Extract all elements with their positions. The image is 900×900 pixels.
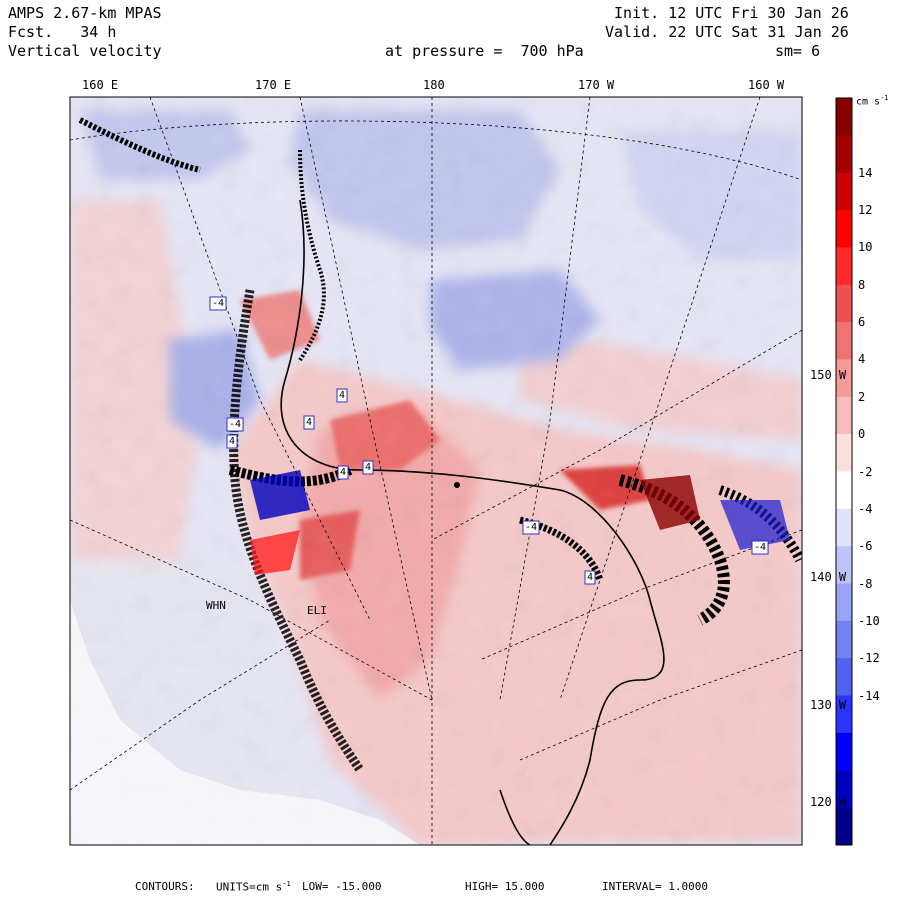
colorbar-swatch xyxy=(836,770,852,809)
lon-label-170w: 170 W xyxy=(578,78,615,92)
contour-label: 4 xyxy=(229,436,236,447)
colorbar-swatch xyxy=(836,322,852,360)
lon-label-160w: 160 W xyxy=(748,78,785,92)
coastline xyxy=(280,199,665,845)
lat-label-140w: 140 W xyxy=(810,570,847,584)
contour-label: 4 xyxy=(587,572,594,583)
contour-label: 4 xyxy=(365,462,372,473)
valid-time: Valid. 22 UTC Sat 31 Jan 26 xyxy=(605,23,849,41)
contour-label-box xyxy=(337,465,349,480)
colorbar-swatch xyxy=(836,471,852,510)
colorbar-swatch xyxy=(836,210,852,248)
colorbar-swatch xyxy=(836,434,852,472)
colorbar-swatch xyxy=(836,546,852,585)
colorbar-level-label: -12 xyxy=(858,651,880,666)
field-texture xyxy=(70,97,802,845)
colorbar-units: cm s-1 xyxy=(856,94,889,108)
colorbar-swatch xyxy=(836,508,852,547)
contour-label: -4 xyxy=(212,298,225,309)
colorbar-level-label: -4 xyxy=(858,501,873,516)
contour-label-box xyxy=(209,296,227,311)
smoothing-value: sm= 6 xyxy=(775,42,821,60)
colorbar-swatch xyxy=(836,284,852,323)
coastline-east xyxy=(499,789,531,845)
colorbar-swatch xyxy=(836,732,852,771)
colorbar-swatch xyxy=(836,247,852,286)
colorbar-swatch xyxy=(836,658,852,697)
field-name: Vertical velocity xyxy=(8,42,162,60)
colorbar-level-label: 2 xyxy=(858,389,866,404)
pressure-level: at pressure = 700 hPa xyxy=(385,42,584,60)
colorbar-level-label: 10 xyxy=(858,240,873,255)
colorbar-level-label: -2 xyxy=(858,464,873,479)
forecast-hour: Fcst. 34 h xyxy=(8,23,117,41)
colorbar-swatch xyxy=(836,98,852,136)
lon-label-180: 180 xyxy=(423,78,445,92)
footer-high: HIGH= 15.000 xyxy=(465,880,545,893)
colorbar-swatch xyxy=(836,135,852,174)
contour-label: -4 xyxy=(754,542,767,553)
graticule xyxy=(70,97,802,845)
colorbar-level-label: 6 xyxy=(858,315,866,330)
contour-label-box xyxy=(226,417,244,432)
lat-label-150w: 150 W xyxy=(810,368,847,382)
contour-label-box xyxy=(362,460,374,475)
footer-units: UNITS=cm s-1 xyxy=(216,880,291,894)
footer-low: LOW= -15.000 xyxy=(302,880,382,893)
contour-label: -4 xyxy=(525,522,538,533)
mountain-wave-pockets xyxy=(250,470,790,575)
contour-label-box xyxy=(226,434,238,449)
contour-label-box xyxy=(584,570,596,585)
colorbar-swatch xyxy=(836,807,852,846)
colorbar-level-label: -14 xyxy=(858,688,880,703)
colorbar-swatch xyxy=(836,695,852,734)
colorbar-level-label: -6 xyxy=(858,539,873,554)
station-label-eli: ELI xyxy=(307,604,327,617)
contour-label-box xyxy=(303,415,315,430)
colorbar-level-label: 12 xyxy=(858,203,873,218)
lat-label-120w: 120 W xyxy=(810,795,847,809)
contour-label: 4 xyxy=(340,467,347,478)
station-label-whn: WHN xyxy=(206,599,226,612)
contour-label: 4 xyxy=(339,390,346,401)
lat-label-130w: 130 W xyxy=(810,698,847,712)
colorbar-level-label: 14 xyxy=(858,165,873,180)
colorbar-swatch xyxy=(836,396,852,435)
colorbar-level-label: 4 xyxy=(858,352,866,367)
colorbar-swatch xyxy=(836,583,852,622)
contour-label-box xyxy=(522,520,540,535)
init-time: Init. 12 UTC Fri 30 Jan 26 xyxy=(614,4,849,22)
contour-label-box xyxy=(751,540,769,555)
station-marker xyxy=(454,482,460,488)
colorbar-swatch xyxy=(836,620,852,659)
colorbar-swatch xyxy=(836,359,852,398)
lon-label-160e: 160 E xyxy=(82,78,119,92)
colorbar xyxy=(835,97,853,846)
colorbar-level-label: 8 xyxy=(858,277,866,292)
footer-contours: CONTOURS: xyxy=(135,880,195,893)
map-frame xyxy=(69,96,803,846)
contour-label-box xyxy=(336,388,348,403)
contour-label: -4 xyxy=(229,419,242,430)
colorbar-level-label: -10 xyxy=(858,613,880,628)
colorbar-frame xyxy=(835,97,853,846)
lon-label-170e: 170 E xyxy=(255,78,292,92)
model-title: AMPS 2.67-km MPAS xyxy=(8,4,162,22)
colorbar-swatch xyxy=(836,172,852,211)
footer-interval: INTERVAL= 1.0000 xyxy=(602,880,708,893)
missing-data-area xyxy=(70,600,420,845)
contour-label: 4 xyxy=(306,417,313,428)
colorbar-level-label: -8 xyxy=(858,576,873,591)
contour-label-boxes xyxy=(209,296,769,585)
colorbar-level-label: 0 xyxy=(858,427,866,442)
